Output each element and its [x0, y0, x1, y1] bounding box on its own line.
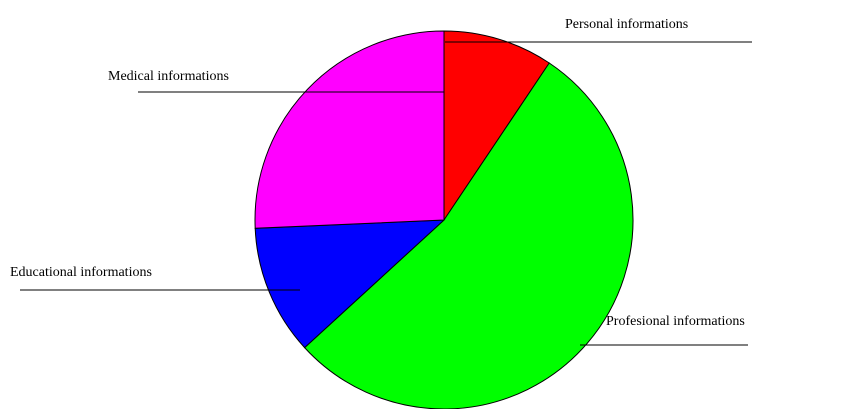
pie-slice — [303, 62, 634, 409]
pie-slice — [443, 30, 550, 222]
slice-label: Personal informations — [565, 17, 688, 32]
slice-label: Profesional informations — [606, 314, 745, 329]
slice-label: Educational informations — [10, 265, 152, 280]
slice-label: Medical informations — [108, 69, 229, 84]
pie-slice — [254, 30, 445, 229]
pie-slice — [254, 219, 446, 349]
